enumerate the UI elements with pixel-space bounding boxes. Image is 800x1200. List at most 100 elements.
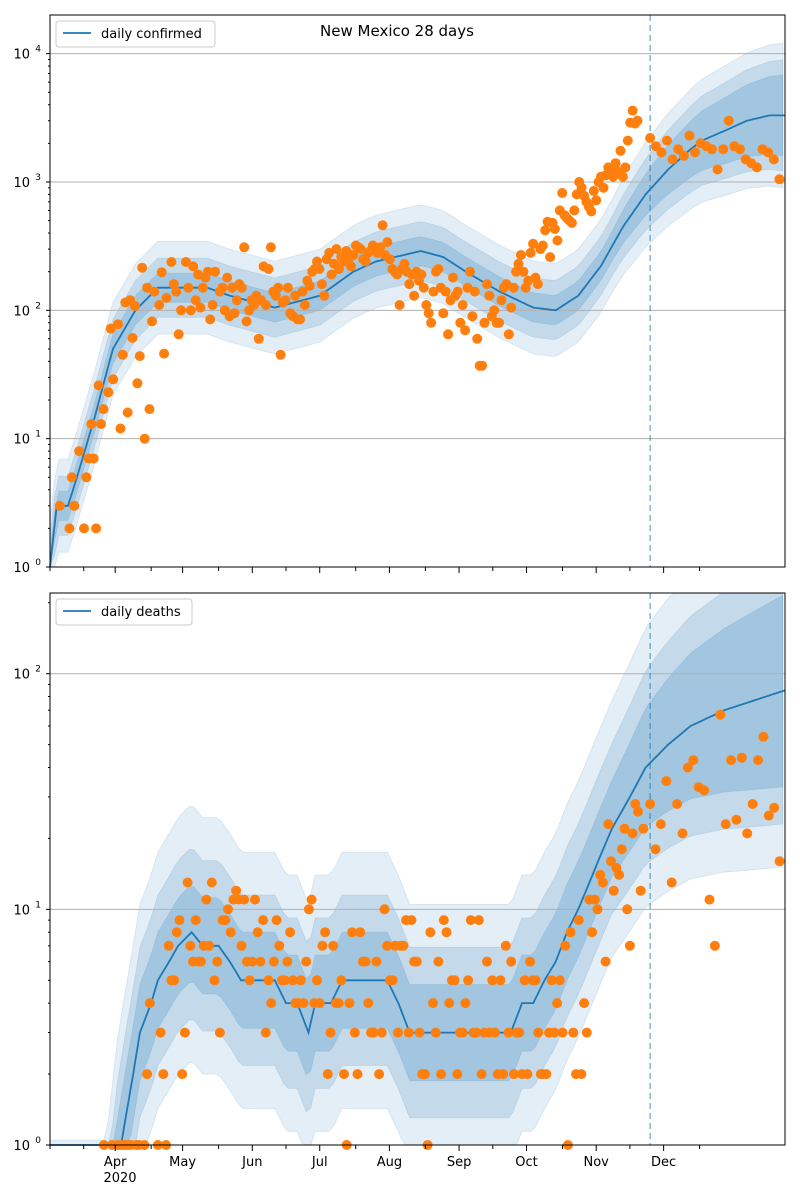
observed-point bbox=[108, 374, 119, 385]
observed-point bbox=[231, 295, 242, 306]
observed-point bbox=[209, 975, 220, 986]
observed-point bbox=[241, 316, 252, 327]
observed-point bbox=[171, 286, 182, 297]
observed-point bbox=[704, 894, 715, 905]
observed-point bbox=[347, 927, 358, 938]
observed-point bbox=[299, 300, 310, 310]
observed-point bbox=[375, 242, 386, 253]
observed-point bbox=[448, 272, 458, 283]
observed-point bbox=[117, 349, 128, 360]
observed-point bbox=[326, 269, 337, 280]
observed-point bbox=[275, 349, 286, 360]
observed-point bbox=[718, 144, 729, 155]
observed-point bbox=[532, 279, 543, 290]
observed-point bbox=[205, 314, 216, 325]
observed-point bbox=[105, 323, 116, 334]
observed-point bbox=[247, 956, 258, 967]
deaths-uncertainty-bands bbox=[50, 593, 784, 1145]
observed-point bbox=[74, 446, 85, 457]
observed-point bbox=[377, 220, 388, 231]
observed-point bbox=[244, 975, 255, 986]
observed-point bbox=[155, 1027, 166, 1038]
observed-point bbox=[195, 302, 206, 313]
observed-point bbox=[214, 1027, 225, 1038]
observed-point bbox=[656, 147, 667, 158]
observed-point bbox=[306, 894, 317, 905]
observed-point bbox=[322, 1069, 333, 1080]
observed-point bbox=[540, 225, 551, 236]
observed-point bbox=[250, 894, 260, 905]
observed-point bbox=[723, 115, 734, 126]
observed-point bbox=[201, 894, 212, 905]
x-tick-label: Nov bbox=[584, 1155, 610, 1170]
observed-point bbox=[533, 1027, 544, 1038]
observed-point bbox=[522, 1069, 533, 1080]
observed-point bbox=[54, 500, 65, 511]
x-tick-label: Dec bbox=[651, 1155, 676, 1170]
observed-point bbox=[223, 904, 233, 915]
y-tick-label: 10 bbox=[13, 304, 30, 319]
observed-point bbox=[720, 819, 731, 830]
legend-label: daily deaths bbox=[101, 605, 181, 620]
observed-point bbox=[142, 1069, 153, 1080]
observed-point bbox=[81, 472, 92, 483]
observed-point bbox=[387, 975, 398, 986]
chart-title: New Mexico 28 days bbox=[320, 22, 474, 40]
observed-point bbox=[769, 802, 780, 813]
observed-point bbox=[573, 915, 584, 926]
observed-point bbox=[346, 261, 356, 272]
observed-point bbox=[355, 927, 366, 938]
x-tick-label: Sep bbox=[447, 1155, 472, 1170]
observed-point bbox=[587, 927, 598, 938]
observed-point bbox=[655, 819, 666, 830]
observed-point bbox=[518, 266, 529, 277]
observed-point bbox=[285, 927, 296, 938]
y-tick-exponent: 3 bbox=[35, 173, 41, 183]
observed-point bbox=[103, 387, 114, 398]
observed-point bbox=[467, 311, 478, 322]
y-tick-exponent: 0 bbox=[35, 1136, 41, 1146]
observed-point bbox=[554, 975, 565, 986]
observed-point bbox=[115, 423, 126, 434]
observed-point bbox=[525, 956, 536, 967]
y-tick-exponent: 1 bbox=[35, 430, 41, 440]
observed-point bbox=[130, 301, 140, 311]
observed-point bbox=[566, 217, 577, 228]
observed-point bbox=[217, 282, 228, 293]
observed-point bbox=[149, 286, 160, 297]
observed-point bbox=[344, 998, 355, 1009]
observed-point bbox=[506, 956, 517, 967]
observed-point bbox=[479, 317, 490, 328]
observed-point bbox=[280, 295, 291, 306]
confirmed-gridlines bbox=[50, 53, 785, 440]
observed-point bbox=[495, 975, 506, 986]
uncertainty-band-2 bbox=[50, 59, 784, 567]
legend-box bbox=[55, 20, 216, 48]
observed-point bbox=[225, 927, 236, 938]
observed-point bbox=[630, 799, 641, 809]
observed-point bbox=[747, 799, 758, 809]
observed-point bbox=[444, 998, 455, 1009]
observed-point bbox=[684, 130, 695, 141]
observed-point bbox=[440, 286, 451, 297]
plot-frame bbox=[49, 14, 786, 568]
observed-point bbox=[263, 975, 274, 986]
observed-point bbox=[463, 975, 474, 986]
observed-point bbox=[452, 286, 463, 297]
observed-point bbox=[638, 823, 649, 834]
observed-point bbox=[190, 915, 201, 926]
observed-point bbox=[409, 290, 420, 301]
deaths-observed-points bbox=[98, 709, 785, 1150]
observed-point bbox=[530, 975, 541, 986]
observed-point bbox=[598, 182, 609, 193]
observed-point bbox=[325, 1027, 336, 1038]
observed-point bbox=[455, 317, 466, 328]
observed-point bbox=[715, 709, 726, 720]
observed-point bbox=[633, 806, 643, 817]
observed-point bbox=[132, 378, 143, 389]
observed-point bbox=[667, 154, 678, 165]
observed-point bbox=[560, 940, 571, 951]
observed-point bbox=[177, 1069, 188, 1080]
observed-point bbox=[576, 182, 587, 193]
observed-point bbox=[688, 755, 699, 766]
